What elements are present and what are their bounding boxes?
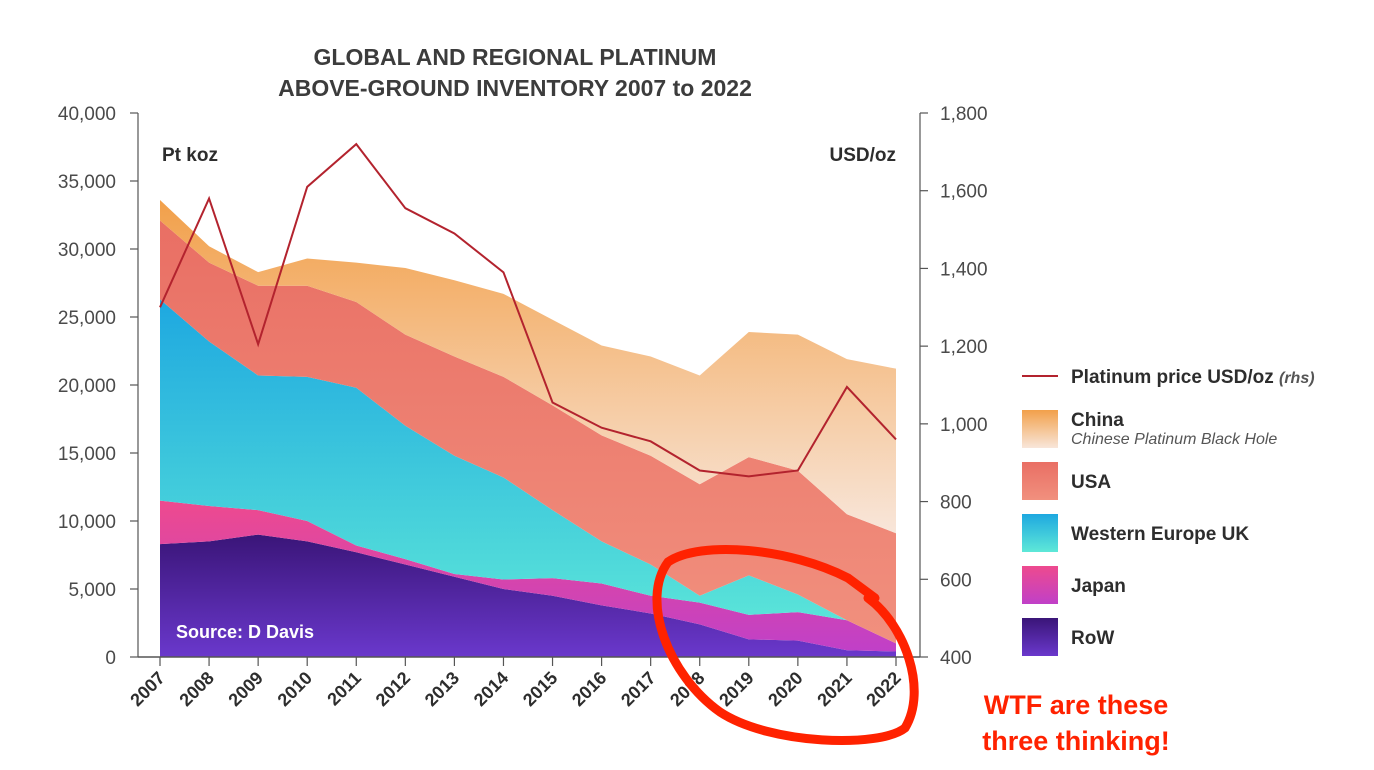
left-tick-label: 40,000 (58, 104, 116, 125)
x-tick-label: 2020 (764, 668, 806, 710)
x-tick-label: 2009 (225, 668, 267, 710)
source-label: Source: D Davis (176, 622, 314, 642)
chart-title-line-1: GLOBAL AND REGIONAL PLATINUM (314, 44, 717, 70)
right-tick-label: 1,000 (940, 415, 988, 436)
annotation-line-1: WTF are these (984, 690, 1169, 720)
stacked-areas (160, 200, 896, 657)
annotation-line-2: three thinking! (982, 726, 1170, 756)
right-tick-label: 800 (940, 493, 972, 514)
right-tick-label: 600 (940, 570, 972, 591)
legend-label-china: China (1071, 410, 1124, 431)
left-tick-label: 15,000 (58, 444, 116, 465)
price-line-group (159, 142, 897, 478)
legend: Platinum price USD/oz (rhs) ChinaChinese … (1022, 367, 1315, 656)
right-tick-label: 1,200 (940, 337, 988, 358)
left-tick-label: 30,000 (58, 240, 116, 261)
right-tick-label: 1,800 (940, 104, 988, 125)
left-tick-label: 10,000 (58, 512, 116, 533)
legend-label-usa: USA (1071, 472, 1111, 493)
legend-swatch-row (1022, 618, 1058, 656)
legend-swatch-japan (1022, 566, 1058, 604)
legend-label-western-europe-uk: Western Europe UK (1071, 524, 1249, 545)
chart-title-line-2: ABOVE-GROUND INVENTORY 2007 to 2022 (278, 75, 752, 101)
platinum-price-line (159, 142, 897, 478)
x-tick-label: 2017 (617, 668, 659, 710)
x-tick-label: 2021 (813, 668, 855, 710)
legend-sublabel-china: Chinese Platinum Black Hole (1071, 431, 1277, 448)
x-tick-label: 2012 (372, 668, 414, 710)
legend-swatch-western-europe-uk (1022, 514, 1058, 552)
left-tick-label: 0 (105, 648, 116, 669)
area-usa (160, 220, 896, 644)
x-tick-label: 2022 (862, 668, 904, 710)
x-tick-label: 2013 (421, 668, 463, 710)
x-tick-label: 2007 (126, 668, 168, 710)
legend-swatch-usa (1022, 462, 1058, 500)
legend-swatch-china (1022, 410, 1058, 448)
x-tick-label: 2010 (274, 668, 316, 710)
left-tick-label: 20,000 (58, 376, 116, 397)
x-tick-label: 2016 (568, 668, 610, 710)
area-china (160, 200, 896, 534)
right-tick-label: 1,400 (940, 259, 988, 280)
legend-label-row: RoW (1071, 628, 1114, 649)
x-tick-label: 2011 (323, 668, 365, 710)
area-japan (160, 500, 896, 652)
x-tick-label: 2008 (175, 668, 217, 710)
right-axis-unit-label: USD/oz (830, 145, 897, 166)
x-tick-label: 2015 (519, 668, 561, 710)
legend-label-price: Platinum price USD/oz (rhs) (1071, 367, 1315, 388)
x-tick-label: 2014 (470, 668, 512, 710)
area-row (160, 534, 896, 657)
left-tick-label: 35,000 (58, 172, 116, 193)
right-tick-label: 1,600 (940, 182, 988, 203)
area-western-europe-uk (160, 299, 896, 644)
legend-label-japan: Japan (1071, 576, 1126, 597)
left-tick-label: 25,000 (58, 308, 116, 329)
left-axis-unit-label: Pt koz (162, 145, 218, 166)
left-tick-label: 5,000 (68, 580, 116, 601)
right-tick-label: 400 (940, 648, 972, 669)
annotation-circle (652, 545, 919, 746)
x-tick-label: 2019 (715, 668, 757, 710)
